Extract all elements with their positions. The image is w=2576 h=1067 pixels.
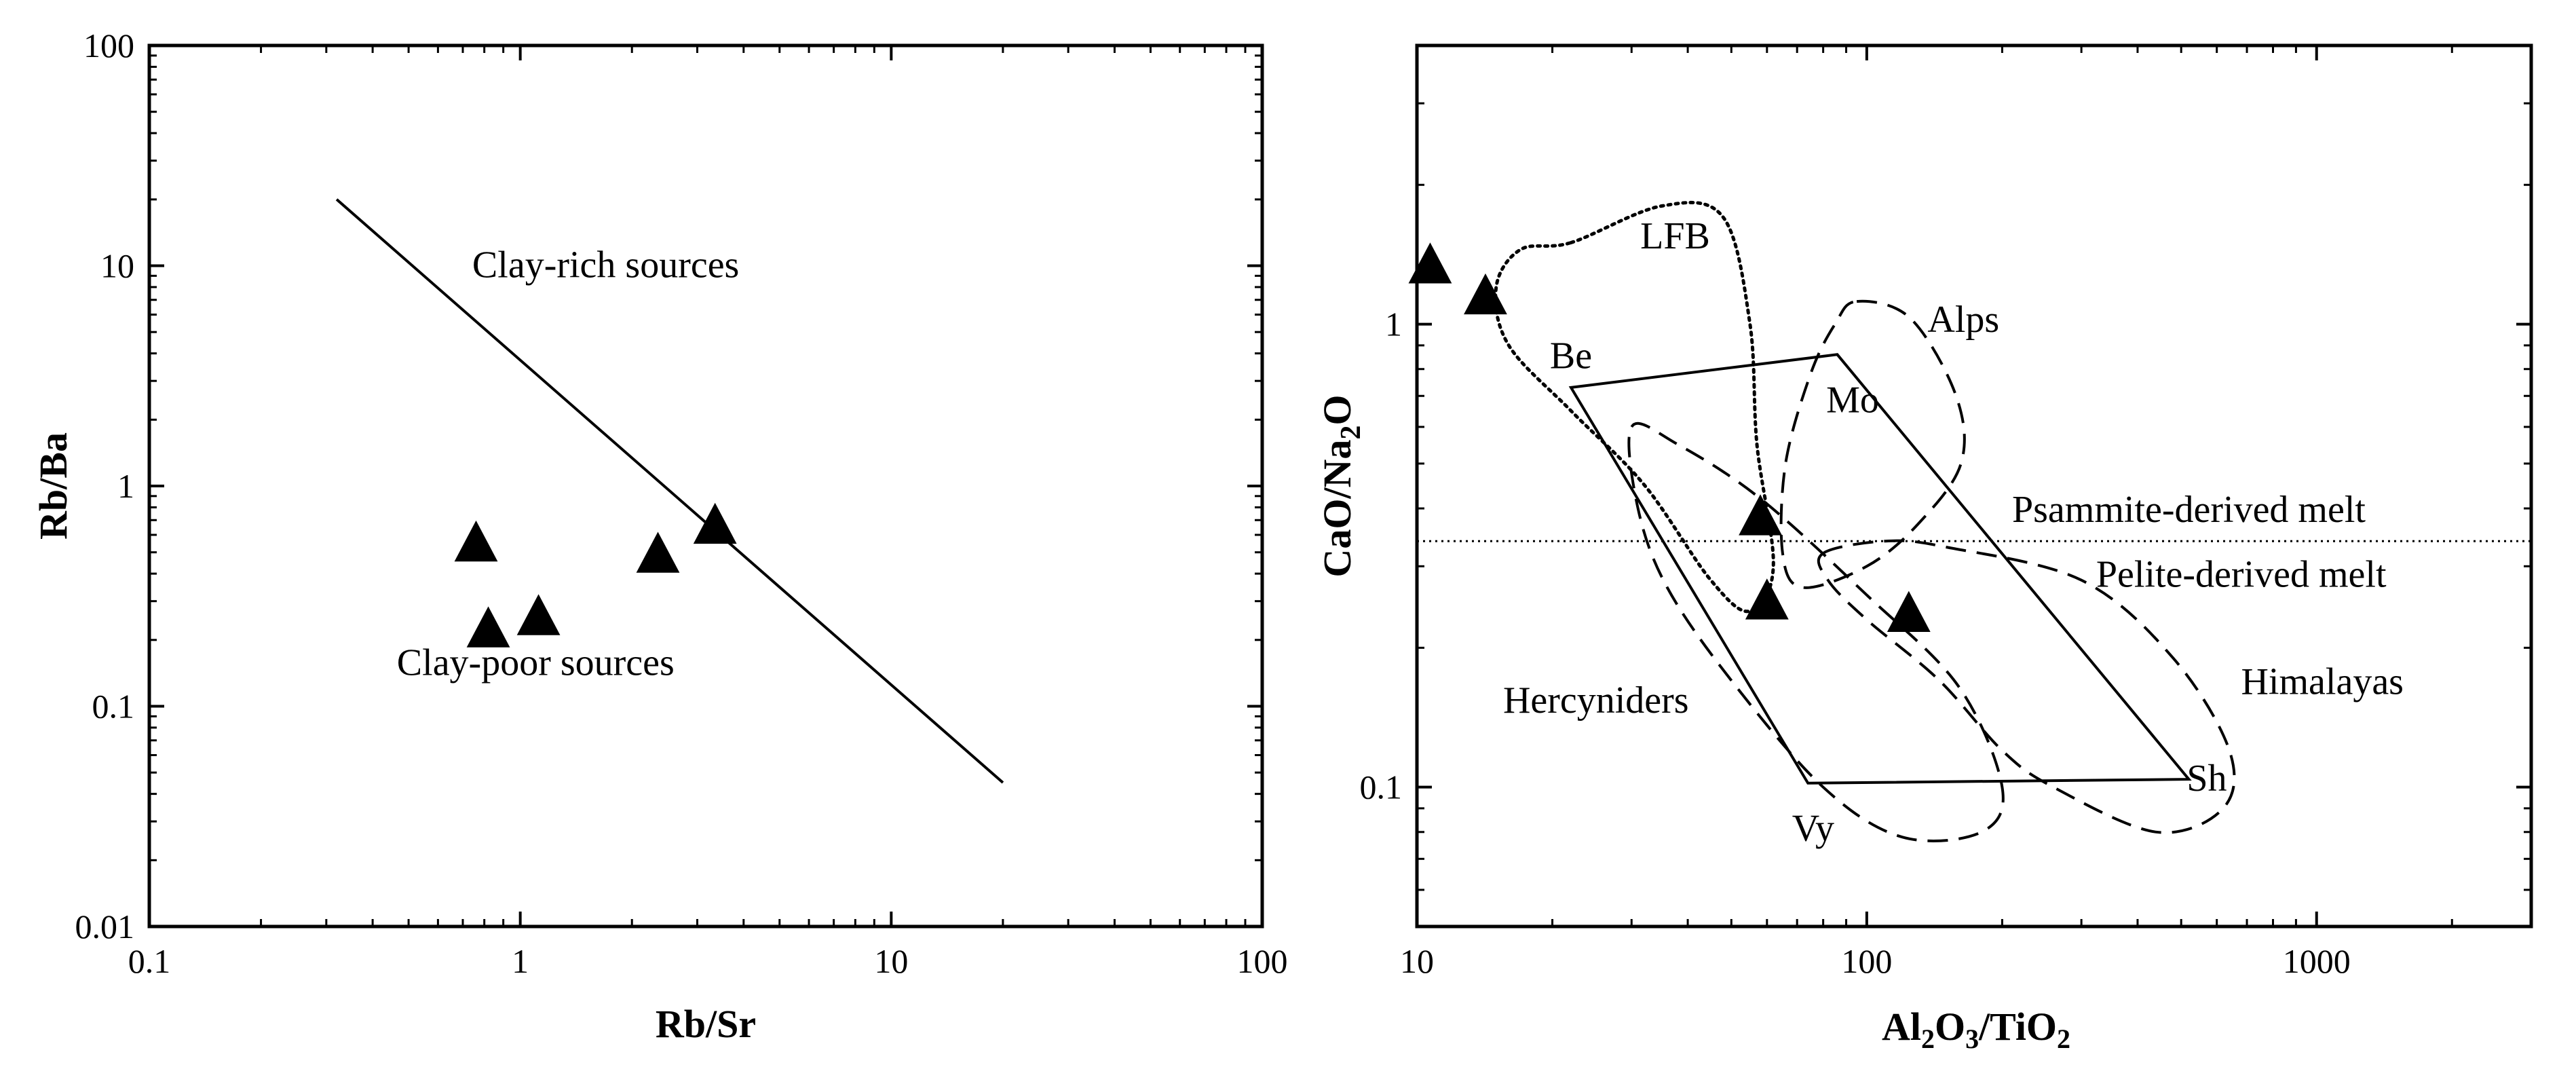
data-point-triangle	[1739, 494, 1782, 536]
y-axis-label-left: Rb/Ba	[31, 432, 75, 540]
field-hercyniders	[1627, 422, 2005, 842]
y-tick-label: 0.1	[1360, 768, 1403, 806]
al2o3-tio2-vs-cao-na2o-plot: 10 100 1000 0.1 1 LFB Alps Be Mo Psammite-derive…	[1315, 43, 2533, 1054]
plot-frame-right	[1415, 43, 2533, 929]
y-tick-label: 0.01	[75, 907, 135, 946]
data-point-triangle	[1887, 591, 1931, 632]
data-point-triangle	[1464, 273, 1507, 315]
x-tick-label: 100	[1841, 942, 1892, 980]
data-point-triangle	[693, 502, 737, 544]
data-point-triangle	[516, 594, 561, 635]
data-point-triangle	[1745, 578, 1789, 620]
annotation-clay-poor-sources: Clay-poor sources	[397, 641, 675, 684]
data-point-triangle	[1408, 242, 1452, 284]
line-boundary	[335, 198, 1004, 784]
field-lfb	[1494, 200, 1775, 614]
annotation-mo: Mo	[1826, 379, 1879, 422]
y-tick-label: 0.1	[92, 688, 135, 726]
y-tick-label: 1	[1385, 305, 1402, 343]
data-point-triangle	[636, 531, 680, 573]
annotation-vy: Vy	[1792, 807, 1834, 849]
y-tick-label: 100	[83, 26, 134, 64]
annotation-clay-rich-sources: Clay-rich sources	[472, 244, 739, 286]
annotation-pelite-derived-melt: Pelite-derived melt	[2096, 553, 2387, 595]
x-tick-label: 10	[874, 942, 908, 980]
x-tick-label: 1000	[2283, 942, 2351, 980]
y-axis-label-right: CaO/Na2O	[1315, 394, 1367, 577]
field-himalayas	[1817, 539, 2236, 834]
field-alps	[1779, 299, 1966, 589]
plot-frame-left	[147, 43, 1264, 929]
annotation-hercyniders: Hercyniders	[1503, 679, 1689, 722]
data-point-triangle	[466, 606, 510, 648]
data-point-triangle	[454, 520, 498, 562]
x-axis-label-left: Rb/Sr	[656, 1002, 756, 1046]
annotation-sh: Sh	[2186, 757, 2227, 800]
annotation-lfb: LFB	[1640, 215, 1710, 257]
x-axis-label-right: Al2O3/TiO2	[1882, 1005, 2070, 1054]
x-tick-label: 100	[1237, 942, 1288, 980]
x-tick-label: 0.1	[128, 942, 171, 980]
y-tick-label: 10	[100, 247, 134, 285]
annotation-himalayas: Himalayas	[2241, 661, 2403, 703]
x-tick-label: 1	[512, 942, 529, 980]
annotation-be: Be	[1550, 335, 1592, 377]
annotation-psammite-derived-melt: Psammite-derived melt	[2012, 489, 2366, 531]
x-tick-label: 10	[1400, 942, 1434, 980]
line-mixing-parallelogram	[1568, 353, 2192, 785]
annotation-alps: Alps	[1927, 299, 1999, 341]
y-tick-label: 1	[117, 467, 134, 505]
